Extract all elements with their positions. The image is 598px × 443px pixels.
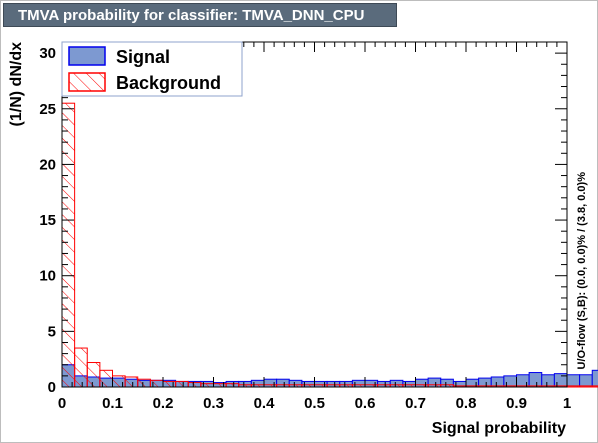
background-bar bbox=[213, 383, 227, 388]
legend-label-signal: Signal bbox=[116, 47, 170, 67]
x-tick-label: 1 bbox=[563, 395, 571, 412]
y-tick-label: 15 bbox=[39, 212, 56, 229]
x-tick-label: 0.4 bbox=[254, 395, 276, 412]
background-bar bbox=[225, 383, 240, 388]
legend-label-background: Background bbox=[116, 73, 221, 93]
x-tick-label: 0 bbox=[58, 395, 66, 412]
legend-swatch-background bbox=[68, 72, 106, 92]
overflow-label: U/O-flow (S,B): (0.0, 0.0)% / (3.8, 0.0)… bbox=[576, 172, 588, 370]
x-tick-label: 0.8 bbox=[456, 395, 477, 412]
background-bar bbox=[187, 382, 202, 388]
y-tick-label: 25 bbox=[39, 101, 56, 118]
background-bar bbox=[175, 380, 189, 388]
x-tick-label: 0.6 bbox=[355, 395, 376, 412]
signal-bar bbox=[516, 374, 530, 388]
x-tick-label: 0.9 bbox=[506, 395, 527, 412]
signal-bar bbox=[591, 369, 598, 388]
signal-bar bbox=[566, 374, 581, 388]
signal-bar bbox=[503, 375, 517, 388]
background-bar bbox=[86, 362, 101, 388]
y-tick-label: 0 bbox=[48, 379, 56, 396]
y-tick-label: 30 bbox=[39, 45, 56, 62]
signal-bar bbox=[579, 374, 593, 388]
y-axis-ticks: 0 5 10 15 20 25 30 bbox=[39, 41, 567, 396]
x-axis-label: Signal probability bbox=[432, 420, 566, 437]
background-bar bbox=[579, 385, 593, 388]
chart-title: TMVA probability for classifier: TMVA_DN… bbox=[18, 7, 365, 24]
background-bar bbox=[591, 385, 598, 388]
x-tick-label: 0.2 bbox=[153, 395, 174, 412]
background-bar bbox=[200, 383, 214, 388]
background-bar bbox=[149, 379, 164, 388]
x-tick-label: 0.3 bbox=[203, 395, 224, 412]
x-tick-label: 0.1 bbox=[102, 395, 123, 412]
y-tick-label: 10 bbox=[39, 268, 56, 285]
y-axis-label: (1/N) dN/dx bbox=[8, 42, 25, 127]
background-bar bbox=[61, 102, 76, 388]
x-tick-label: 0.7 bbox=[405, 395, 426, 412]
x-tick-label: 0.5 bbox=[304, 395, 325, 412]
legend: Signal Background bbox=[61, 41, 243, 97]
signal-bar bbox=[528, 372, 543, 388]
background-bar bbox=[162, 380, 177, 388]
background-bar bbox=[566, 385, 581, 388]
y-tick-label: 5 bbox=[48, 323, 56, 340]
background-bar bbox=[137, 378, 151, 388]
signal-bar bbox=[541, 374, 555, 388]
plot-area bbox=[62, 42, 567, 387]
background-bar bbox=[74, 347, 88, 388]
background-bar bbox=[124, 376, 139, 388]
background-bar bbox=[112, 375, 126, 388]
legend-swatch-signal bbox=[68, 46, 106, 66]
background-bar bbox=[99, 369, 113, 388]
y-tick-label: 20 bbox=[39, 156, 56, 173]
title-bar: TMVA probability for classifier: TMVA_DN… bbox=[3, 3, 397, 27]
